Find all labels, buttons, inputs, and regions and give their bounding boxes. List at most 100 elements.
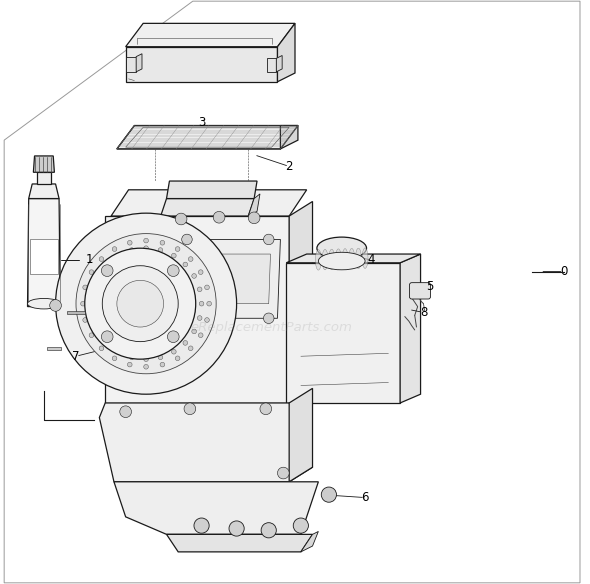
Circle shape — [83, 318, 87, 322]
Ellipse shape — [322, 249, 328, 270]
Circle shape — [293, 518, 309, 533]
Circle shape — [264, 234, 274, 245]
Circle shape — [117, 280, 163, 327]
Polygon shape — [67, 311, 85, 314]
Circle shape — [120, 406, 132, 418]
Circle shape — [129, 355, 134, 360]
Circle shape — [99, 257, 104, 262]
Polygon shape — [105, 339, 172, 346]
Polygon shape — [126, 57, 136, 72]
Polygon shape — [400, 254, 421, 403]
Polygon shape — [289, 388, 313, 482]
Circle shape — [129, 286, 163, 321]
Text: 7: 7 — [72, 350, 80, 363]
Circle shape — [116, 349, 121, 354]
Circle shape — [102, 266, 178, 342]
Circle shape — [168, 265, 179, 276]
Circle shape — [207, 301, 211, 306]
Circle shape — [81, 301, 86, 306]
Polygon shape — [289, 201, 313, 403]
Circle shape — [101, 265, 113, 276]
Circle shape — [175, 356, 180, 361]
Circle shape — [76, 234, 216, 374]
Polygon shape — [267, 58, 276, 72]
Circle shape — [260, 403, 271, 415]
Circle shape — [96, 329, 100, 334]
Text: 6: 6 — [361, 491, 369, 504]
Text: 3: 3 — [198, 116, 205, 129]
Polygon shape — [166, 181, 257, 199]
Polygon shape — [166, 534, 313, 552]
Text: 1: 1 — [86, 253, 93, 266]
Circle shape — [197, 316, 202, 321]
Text: 0: 0 — [560, 265, 568, 278]
Circle shape — [205, 318, 209, 322]
Circle shape — [144, 364, 149, 369]
Polygon shape — [276, 55, 282, 72]
Polygon shape — [105, 260, 172, 268]
Polygon shape — [105, 323, 172, 331]
Circle shape — [127, 241, 132, 245]
Polygon shape — [37, 172, 51, 184]
Ellipse shape — [316, 250, 322, 270]
Circle shape — [198, 270, 203, 274]
Polygon shape — [28, 199, 60, 307]
Circle shape — [129, 248, 134, 252]
Polygon shape — [105, 229, 172, 237]
Circle shape — [99, 346, 104, 350]
Circle shape — [104, 340, 109, 345]
Polygon shape — [105, 292, 172, 300]
Circle shape — [199, 301, 204, 306]
Circle shape — [90, 316, 95, 321]
Polygon shape — [286, 263, 400, 403]
Text: 5: 5 — [425, 280, 433, 293]
Polygon shape — [105, 216, 289, 403]
Circle shape — [104, 262, 109, 267]
Ellipse shape — [342, 249, 348, 269]
Polygon shape — [34, 156, 54, 172]
Polygon shape — [99, 239, 181, 371]
Polygon shape — [277, 23, 295, 82]
Text: 4: 4 — [367, 253, 375, 266]
Polygon shape — [105, 354, 172, 362]
Polygon shape — [47, 347, 61, 350]
Circle shape — [101, 331, 113, 343]
Circle shape — [83, 285, 87, 290]
Circle shape — [144, 357, 149, 361]
Circle shape — [127, 362, 132, 367]
Circle shape — [188, 257, 193, 262]
Circle shape — [213, 211, 225, 223]
Circle shape — [198, 333, 203, 338]
Circle shape — [90, 287, 95, 291]
Circle shape — [158, 248, 163, 252]
Circle shape — [85, 248, 196, 359]
Ellipse shape — [362, 248, 368, 269]
Polygon shape — [30, 239, 58, 274]
Polygon shape — [105, 276, 172, 284]
Ellipse shape — [28, 298, 60, 309]
Circle shape — [50, 300, 61, 311]
Ellipse shape — [356, 248, 361, 269]
Circle shape — [264, 313, 274, 324]
Polygon shape — [126, 23, 295, 47]
Polygon shape — [105, 245, 172, 252]
Text: eReplacementParts.com: eReplacementParts.com — [191, 321, 353, 333]
Circle shape — [96, 273, 100, 279]
Polygon shape — [248, 194, 260, 216]
Polygon shape — [111, 190, 307, 216]
Circle shape — [188, 346, 193, 350]
Polygon shape — [280, 126, 298, 149]
Polygon shape — [99, 403, 313, 482]
Circle shape — [175, 213, 187, 225]
Ellipse shape — [329, 249, 335, 270]
Polygon shape — [160, 199, 254, 216]
Circle shape — [192, 329, 196, 334]
Circle shape — [88, 301, 93, 306]
Polygon shape — [181, 254, 270, 304]
Text: 8: 8 — [420, 306, 427, 319]
Circle shape — [144, 238, 149, 243]
Circle shape — [158, 355, 163, 360]
Circle shape — [194, 518, 209, 533]
Circle shape — [112, 356, 117, 361]
Ellipse shape — [317, 237, 366, 259]
